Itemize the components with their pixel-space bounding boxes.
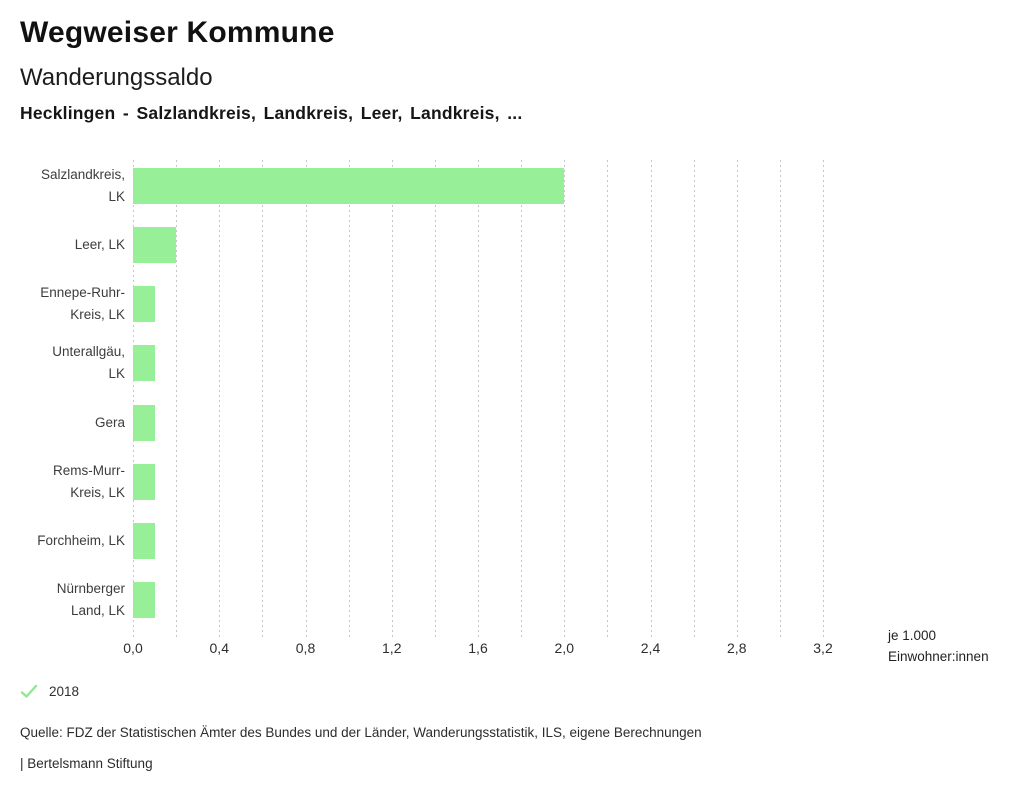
category-label: Gera [94,414,125,430]
bar[interactable] [133,345,155,382]
category-label: Salzlandkreis, LK [40,167,125,204]
x-axis-unit-line1: je 1.000 [888,628,937,643]
source-text: Quelle: FDZ der Statistischen Ämter des … [20,725,702,740]
gridline [478,160,479,638]
gridline [391,160,393,638]
bar[interactable] [133,582,155,619]
legend-label: 2018 [49,684,80,699]
category-label: Forchheim, LK [37,532,125,548]
check-icon [20,684,38,699]
gridline [434,160,436,638]
gridline [262,160,264,638]
gridline [736,160,738,638]
x-tick-label: 2,4 [640,640,661,656]
gridline [693,160,695,638]
app-title: Wegweiser Kommune [20,16,335,49]
gridline [305,160,307,638]
gridline [133,160,134,638]
category-label: Leer, LK [74,237,125,253]
bar[interactable] [133,286,155,323]
x-tick-label: 3,2 [813,640,833,656]
category-label: Nürnberger Land, LK [56,581,125,619]
gridline [219,160,221,638]
x-tick-label: 1,6 [468,640,488,656]
gridline [823,160,824,638]
bar[interactable] [133,168,565,204]
x-tick-label: 0,4 [209,640,229,656]
gridline [779,160,781,638]
chart-subtitle: Hecklingen - Salzlandkreis, Landkreis, L… [20,103,523,123]
x-tick-label: 0,0 [123,640,143,656]
bar[interactable] [133,522,155,559]
bar[interactable] [133,404,155,441]
bar-chart: Salzlandkreis, LK Leer, LK Ennepe-Ruhr- Krei… [0,160,1024,670]
category-label: Ennepe-Ruhr- Kreis, LK [40,285,125,323]
bar[interactable] [133,463,155,500]
x-tick-label: 1,2 [382,640,402,656]
x-tick-label: 2,8 [727,640,747,656]
gridline [521,160,523,638]
gridline [564,160,566,638]
gridline [650,160,652,638]
gridline [348,160,350,638]
category-label: Rems-Murr- Kreis, LK [53,462,125,500]
gridline [607,160,609,638]
x-tick-label: 0,8 [295,640,316,656]
x-axis-unit-line2: Einwohner:innen [888,649,989,664]
category-label: Unterallgäu, LK [52,344,125,382]
bar[interactable] [133,227,177,264]
gridline [176,160,178,638]
legend-item-2018[interactable]: 2018 [20,684,79,699]
x-axis-unit-label: je 1.000 Einwohner:innen [888,625,989,667]
x-tick-label: 2,0 [554,640,574,656]
attribution-text: | Bertelsmann Stiftung [20,756,153,771]
chart-title: Wanderungssaldo [20,64,213,91]
